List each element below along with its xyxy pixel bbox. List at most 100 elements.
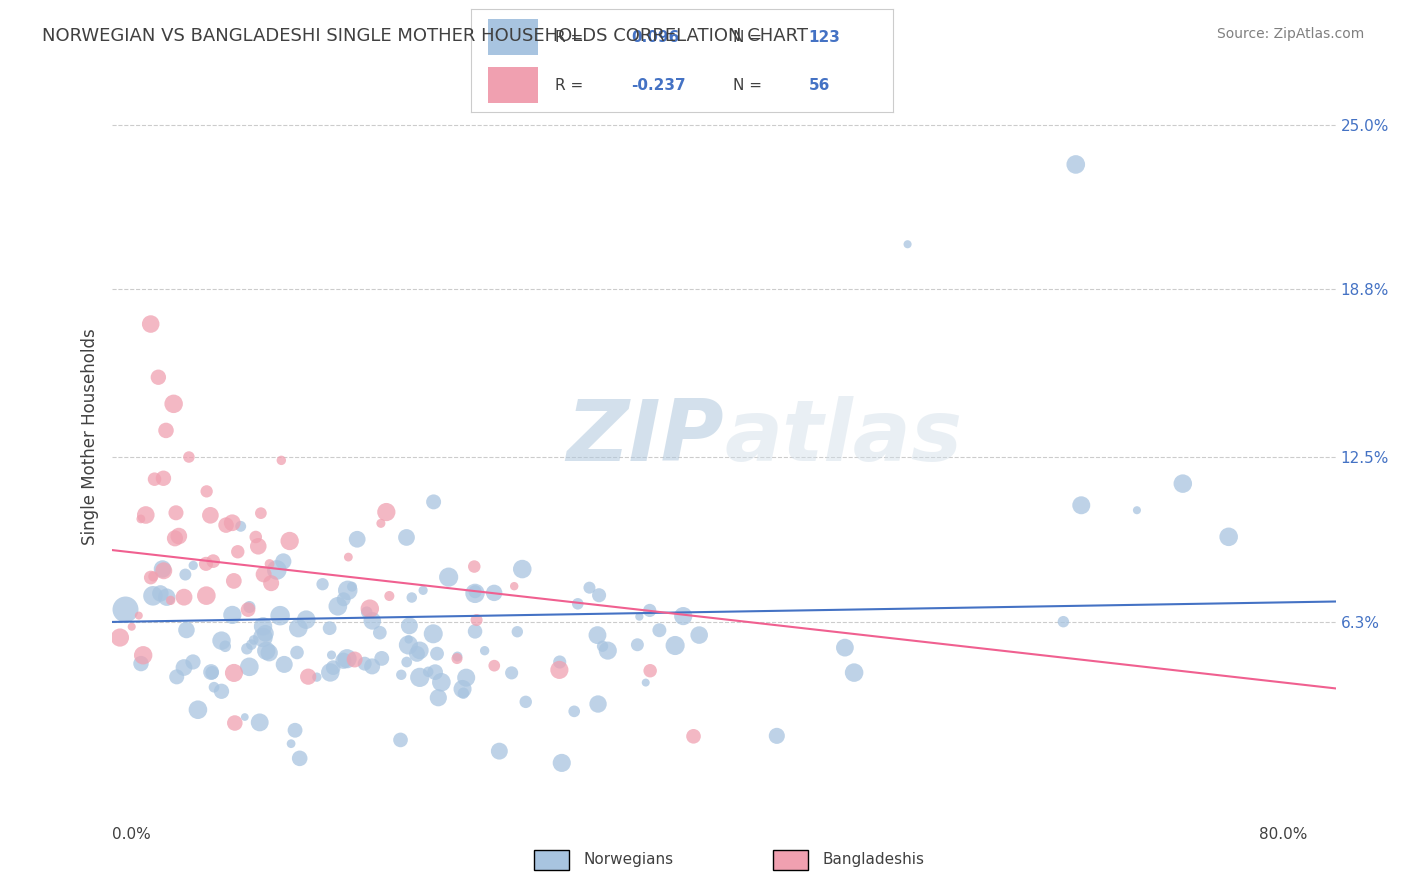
- Point: [202, 554, 225, 568]
- Point: [592, 639, 614, 653]
- Point: [236, 602, 259, 616]
- Point: [273, 554, 295, 568]
- Point: [201, 665, 224, 680]
- Point: [221, 516, 243, 530]
- Point: [332, 654, 354, 668]
- Point: [423, 665, 446, 680]
- Point: [166, 670, 188, 684]
- Point: [152, 562, 174, 576]
- Point: [195, 589, 218, 603]
- Text: 0.096: 0.096: [631, 30, 679, 45]
- Point: [254, 644, 277, 658]
- Point: [236, 641, 259, 656]
- Point: [446, 649, 468, 664]
- Point: [437, 570, 460, 584]
- Point: [245, 530, 267, 544]
- Point: [588, 588, 610, 602]
- Point: [108, 631, 131, 645]
- Point: [287, 621, 309, 635]
- Point: [181, 558, 204, 573]
- Point: [326, 599, 349, 614]
- Point: [233, 710, 256, 724]
- Text: 80.0%: 80.0%: [1260, 827, 1308, 841]
- Point: [238, 599, 260, 614]
- Point: [897, 237, 920, 252]
- Point: [503, 579, 526, 593]
- Point: [451, 681, 474, 696]
- Point: [305, 670, 328, 684]
- Point: [254, 626, 277, 640]
- Point: [222, 574, 245, 588]
- Point: [628, 609, 651, 624]
- Point: [638, 603, 661, 617]
- Point: [214, 640, 236, 654]
- Point: [766, 729, 789, 743]
- Point: [506, 624, 529, 639]
- Point: [488, 744, 510, 758]
- Point: [465, 613, 488, 627]
- Point: [842, 665, 865, 680]
- Point: [515, 695, 537, 709]
- Point: [163, 532, 186, 546]
- Point: [1171, 476, 1194, 491]
- Point: [361, 614, 384, 628]
- Point: [422, 627, 444, 641]
- Point: [548, 663, 571, 677]
- Point: [322, 660, 344, 674]
- Text: 0.0%: 0.0%: [112, 827, 152, 841]
- FancyBboxPatch shape: [488, 68, 538, 103]
- Point: [596, 643, 619, 657]
- Point: [361, 659, 384, 673]
- Point: [221, 607, 243, 622]
- Point: [266, 563, 288, 577]
- Point: [375, 505, 398, 519]
- Point: [398, 619, 420, 633]
- Point: [336, 651, 359, 665]
- Y-axis label: Single Mother Households: Single Mother Households: [80, 329, 98, 545]
- Point: [167, 529, 190, 543]
- Point: [1126, 503, 1149, 517]
- Point: [173, 590, 195, 604]
- Point: [1052, 615, 1074, 629]
- Point: [249, 715, 271, 730]
- Text: 123: 123: [808, 30, 841, 45]
- Point: [664, 639, 686, 653]
- Point: [638, 664, 661, 678]
- Point: [252, 619, 274, 633]
- Point: [401, 591, 423, 605]
- Point: [340, 580, 363, 594]
- Point: [260, 576, 283, 591]
- Point: [586, 628, 609, 642]
- Point: [398, 632, 420, 647]
- Point: [187, 703, 209, 717]
- Point: [222, 665, 245, 680]
- Point: [152, 564, 174, 578]
- Point: [834, 640, 856, 655]
- Point: [226, 545, 249, 559]
- Point: [336, 583, 359, 598]
- Point: [139, 317, 162, 331]
- Text: N =: N =: [733, 78, 766, 94]
- Point: [247, 539, 270, 553]
- Text: R =: R =: [555, 78, 589, 94]
- Text: ZIP: ZIP: [567, 395, 724, 479]
- Point: [128, 608, 150, 623]
- Point: [165, 506, 187, 520]
- Point: [297, 670, 319, 684]
- Point: [321, 648, 343, 662]
- Point: [139, 570, 162, 584]
- Point: [586, 697, 609, 711]
- Point: [343, 652, 366, 666]
- Point: [463, 559, 485, 574]
- Point: [395, 531, 418, 545]
- Point: [389, 733, 412, 747]
- Point: [114, 601, 136, 615]
- Point: [484, 658, 506, 673]
- Point: [202, 680, 225, 694]
- Point: [688, 628, 710, 642]
- Text: R =: R =: [555, 30, 589, 45]
- Point: [418, 665, 440, 679]
- Point: [257, 646, 280, 660]
- Point: [626, 638, 648, 652]
- Point: [259, 557, 281, 571]
